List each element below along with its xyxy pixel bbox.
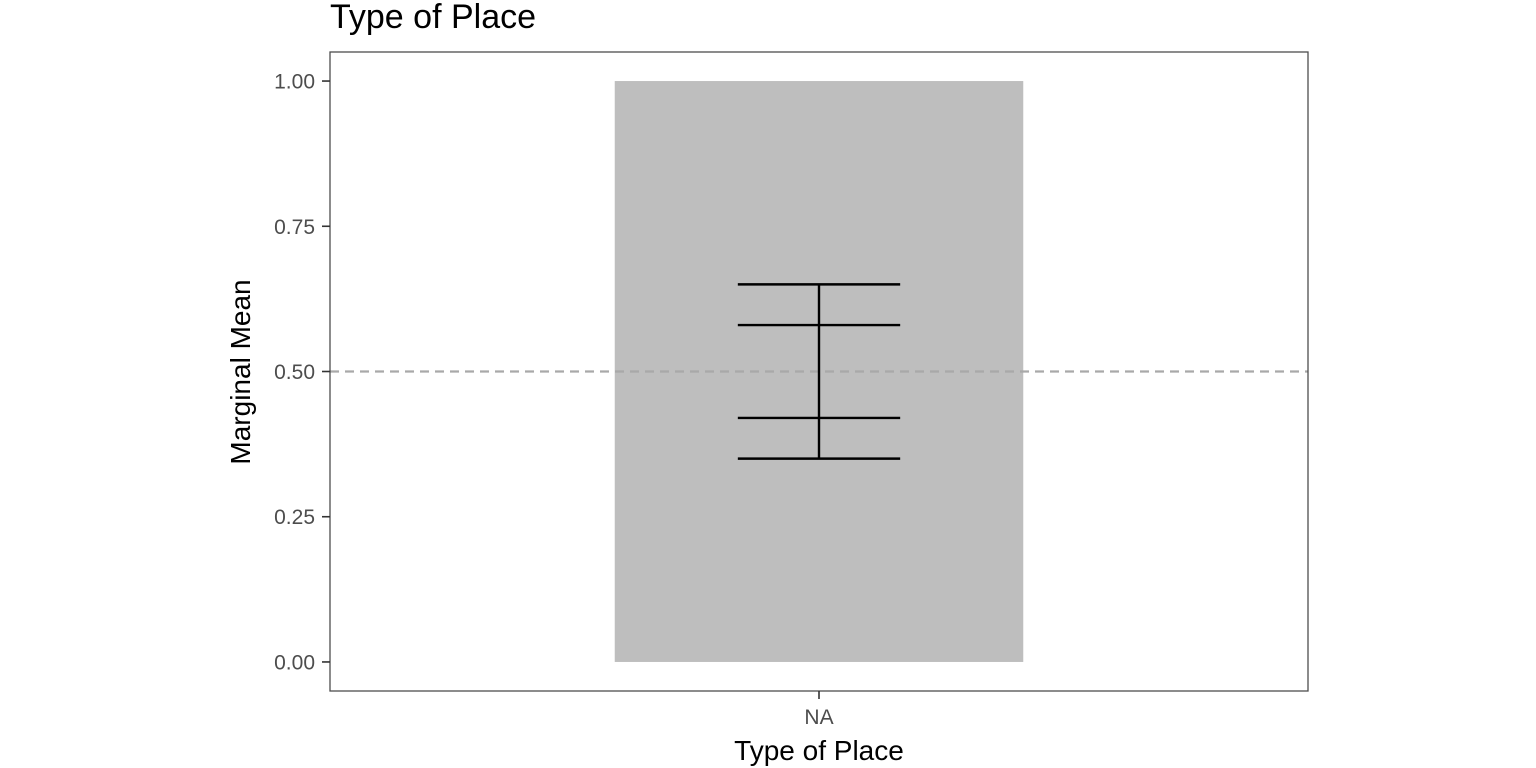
chart-title: Type of Place — [330, 0, 536, 36]
y-tick-label: 0.50 — [274, 361, 315, 384]
y-axis-title: Marginal Mean — [225, 279, 256, 464]
x-axis-title: Type of Place — [734, 735, 904, 766]
y-tick-label: 0.75 — [274, 216, 315, 239]
y-tick-label: 0.00 — [274, 651, 315, 674]
y-tick-label: 0.25 — [274, 506, 315, 529]
y-axis: 0.00 0.25 0.50 0.75 1.00 — [274, 71, 330, 675]
x-tick-label: NA — [804, 706, 833, 729]
x-axis: NA — [804, 691, 833, 729]
y-tick-label: 1.00 — [274, 71, 315, 94]
